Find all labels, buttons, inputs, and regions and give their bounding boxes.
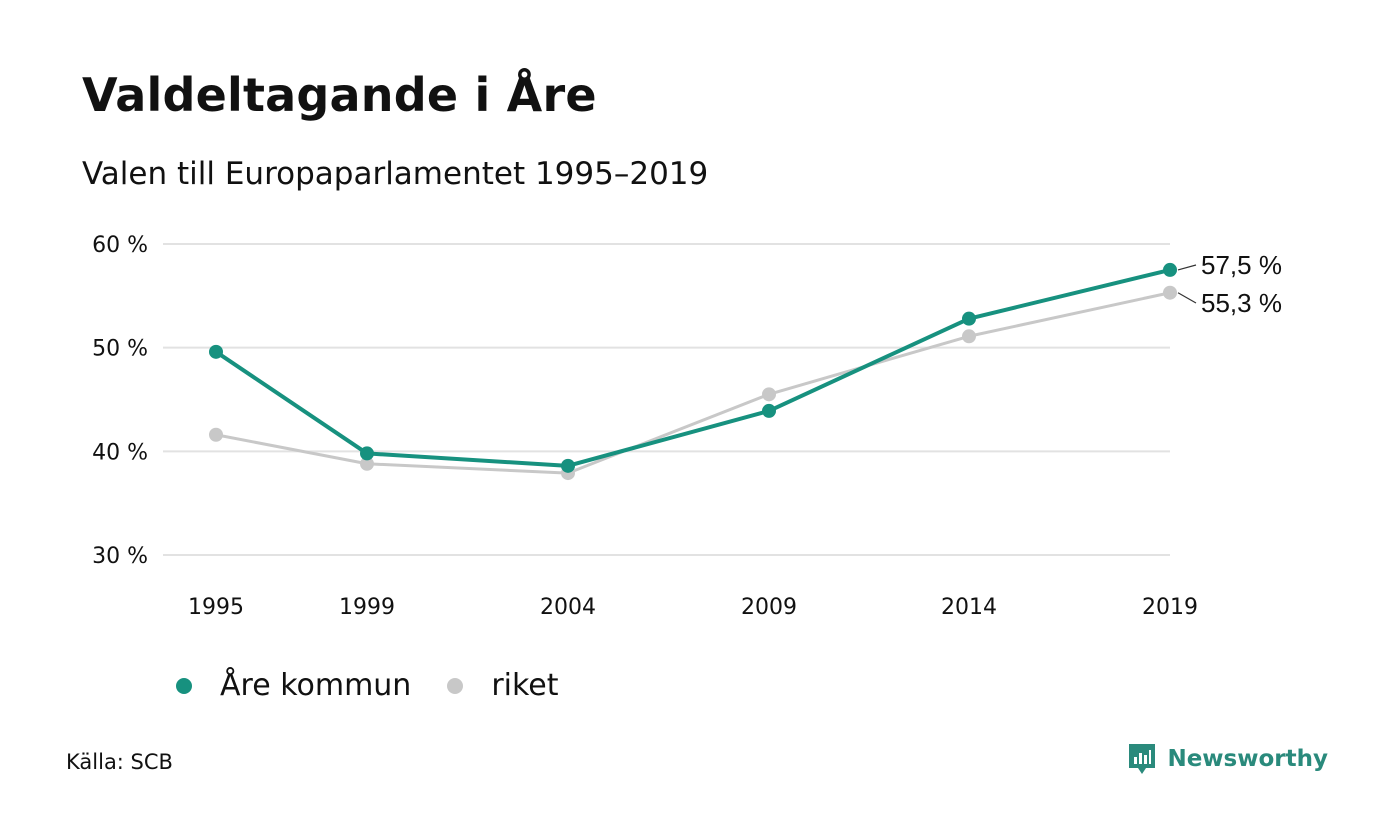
x-tick-label-2004: 2004 [540, 595, 596, 620]
legend-item-riket: riket [447, 668, 559, 703]
chart-subtitle: Valen till Europaparlamentet 1995–2019 [82, 156, 709, 192]
brand-name: Newsworthy [1167, 746, 1328, 772]
chart-title: Valdeltagande i Åre [82, 68, 597, 122]
y-tick-label-30: 30 % [92, 544, 148, 569]
data-point-are-kommun-2004 [561, 458, 575, 473]
series-line-riket [215, 291, 1171, 475]
legend: Åre kommun riket [176, 668, 595, 703]
end-label-leader-are-kommun [1177, 264, 1197, 271]
data-point-riket-2009 [762, 387, 776, 402]
end-label-leader-riket [1177, 292, 1197, 304]
data-point-are-kommun-2019 [1163, 262, 1177, 277]
y-tick-label-50: 50 % [92, 337, 148, 362]
data-point-are-kommun-2009 [762, 403, 776, 418]
end-label-riket: 55,3 % [1201, 288, 1282, 318]
y-tick-label-40: 40 % [92, 440, 148, 465]
data-point-riket-2014 [962, 329, 976, 344]
end-label-are-kommun: 57,5 % [1201, 250, 1282, 280]
data-point-are-kommun-2014 [962, 311, 976, 326]
x-tick-label-2009: 2009 [741, 595, 797, 620]
bar-chart-badge-icon [1129, 744, 1156, 774]
legend-marker-are-kommun [176, 677, 192, 694]
data-point-riket-1999 [360, 456, 374, 471]
legend-label-riket: riket [491, 668, 559, 703]
source-note: Källa: SCB [66, 750, 173, 774]
brand-logo: Newsworthy [1127, 742, 1328, 776]
x-tick-label-1999: 1999 [339, 595, 395, 620]
x-tick-label-1995: 1995 [188, 595, 244, 620]
legend-item-are-kommun: Åre kommun [176, 668, 411, 703]
data-point-are-kommun-1999 [360, 446, 374, 461]
data-point-are-kommun-1995 [209, 344, 223, 359]
data-point-riket-2019 [1163, 285, 1177, 300]
series-line-are-kommun [214, 267, 1171, 468]
data-point-riket-1995 [209, 427, 223, 442]
legend-label-are-kommun: Åre kommun [220, 668, 412, 703]
legend-marker-riket [447, 677, 464, 694]
x-tick-label-2014: 2014 [941, 595, 997, 620]
y-tick-label-60: 60 % [92, 233, 148, 258]
x-tick-label-2019: 2019 [1142, 595, 1198, 620]
